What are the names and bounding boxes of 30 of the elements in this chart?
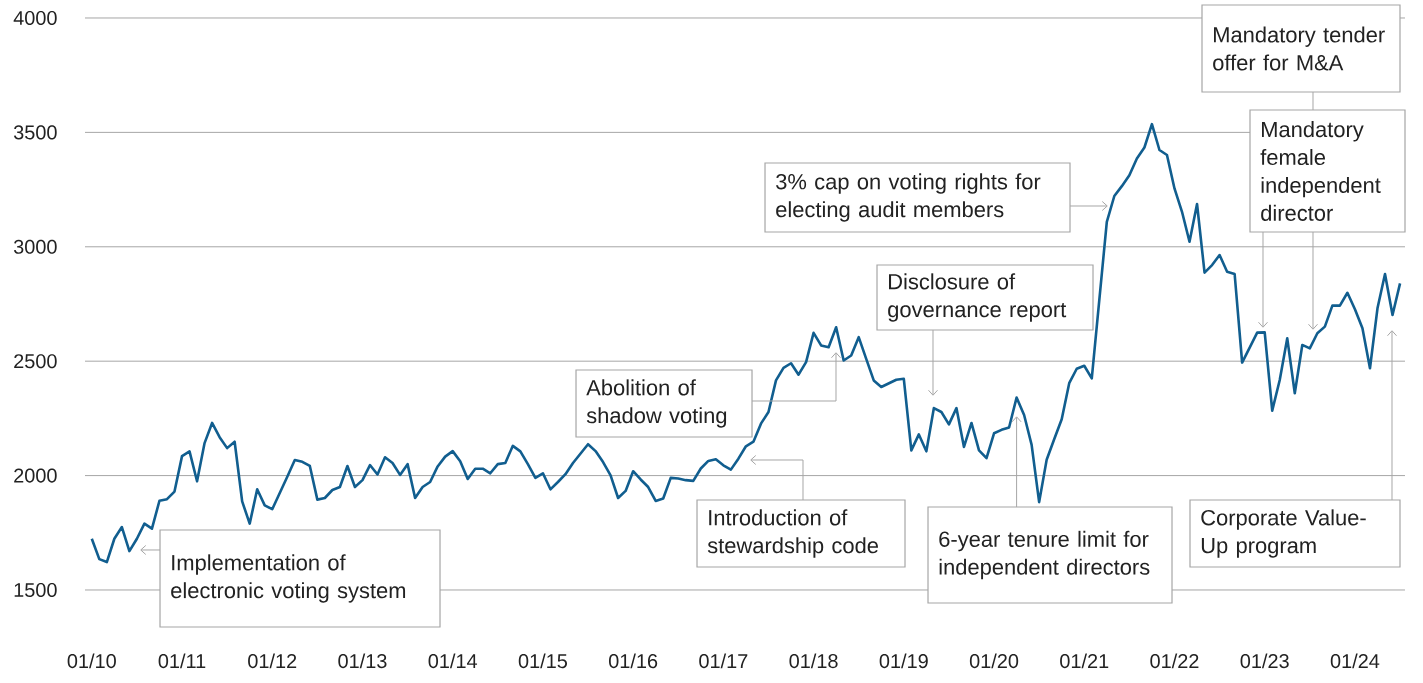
y-tick-label: 4000	[13, 10, 57, 26]
x-tick-label: 01/13	[338, 653, 387, 669]
x-tick-label: 01/24	[1330, 653, 1380, 669]
x-tick-label: 01/17	[699, 653, 748, 669]
y-tick-label: 3000	[13, 239, 57, 254]
annotation: Abolition of shadow voting	[586, 379, 727, 428]
x-tick-label: 01/14	[428, 653, 478, 669]
x-tick-label: 01/23	[1240, 653, 1289, 669]
y-tick-label: 1500	[14, 582, 57, 598]
x-tick-label: 01/11	[158, 653, 206, 669]
annotation: Mandatory tender offer for M&A	[1213, 26, 1385, 71]
x-tick-label: 01/10	[67, 653, 116, 669]
annotation: Disclosure of governance report	[888, 273, 1067, 322]
x-tick-label: 01/20	[969, 653, 1019, 669]
x-tick-label: 01/16	[608, 653, 658, 669]
x-tick-label: 01/12	[248, 653, 297, 669]
x-tick-label: 01/19	[879, 653, 928, 669]
annotation: 3% cap on voting rights for electing audit members	[776, 173, 1041, 222]
x-tick-label: 01/21	[1060, 653, 1109, 669]
x-tick-label: 01/18	[789, 653, 838, 669]
y-tick-label: 2000	[14, 468, 57, 483]
annotation: Corporate Value-Up program	[1201, 509, 1366, 558]
x-tick-label: 01/22	[1150, 653, 1199, 669]
y-tick-label: 2500	[14, 354, 57, 369]
annotation: Mandatory female independent director	[1260, 121, 1381, 221]
y-tick-label: 3500	[13, 125, 57, 140]
annotation: Introduction of stewardship code	[707, 509, 878, 558]
x-tick-label: 01/15	[518, 653, 568, 669]
annotation: 6-year tenure limit for independent directors	[939, 530, 1150, 580]
annotation: Implementation of electronic voting system	[171, 554, 406, 603]
